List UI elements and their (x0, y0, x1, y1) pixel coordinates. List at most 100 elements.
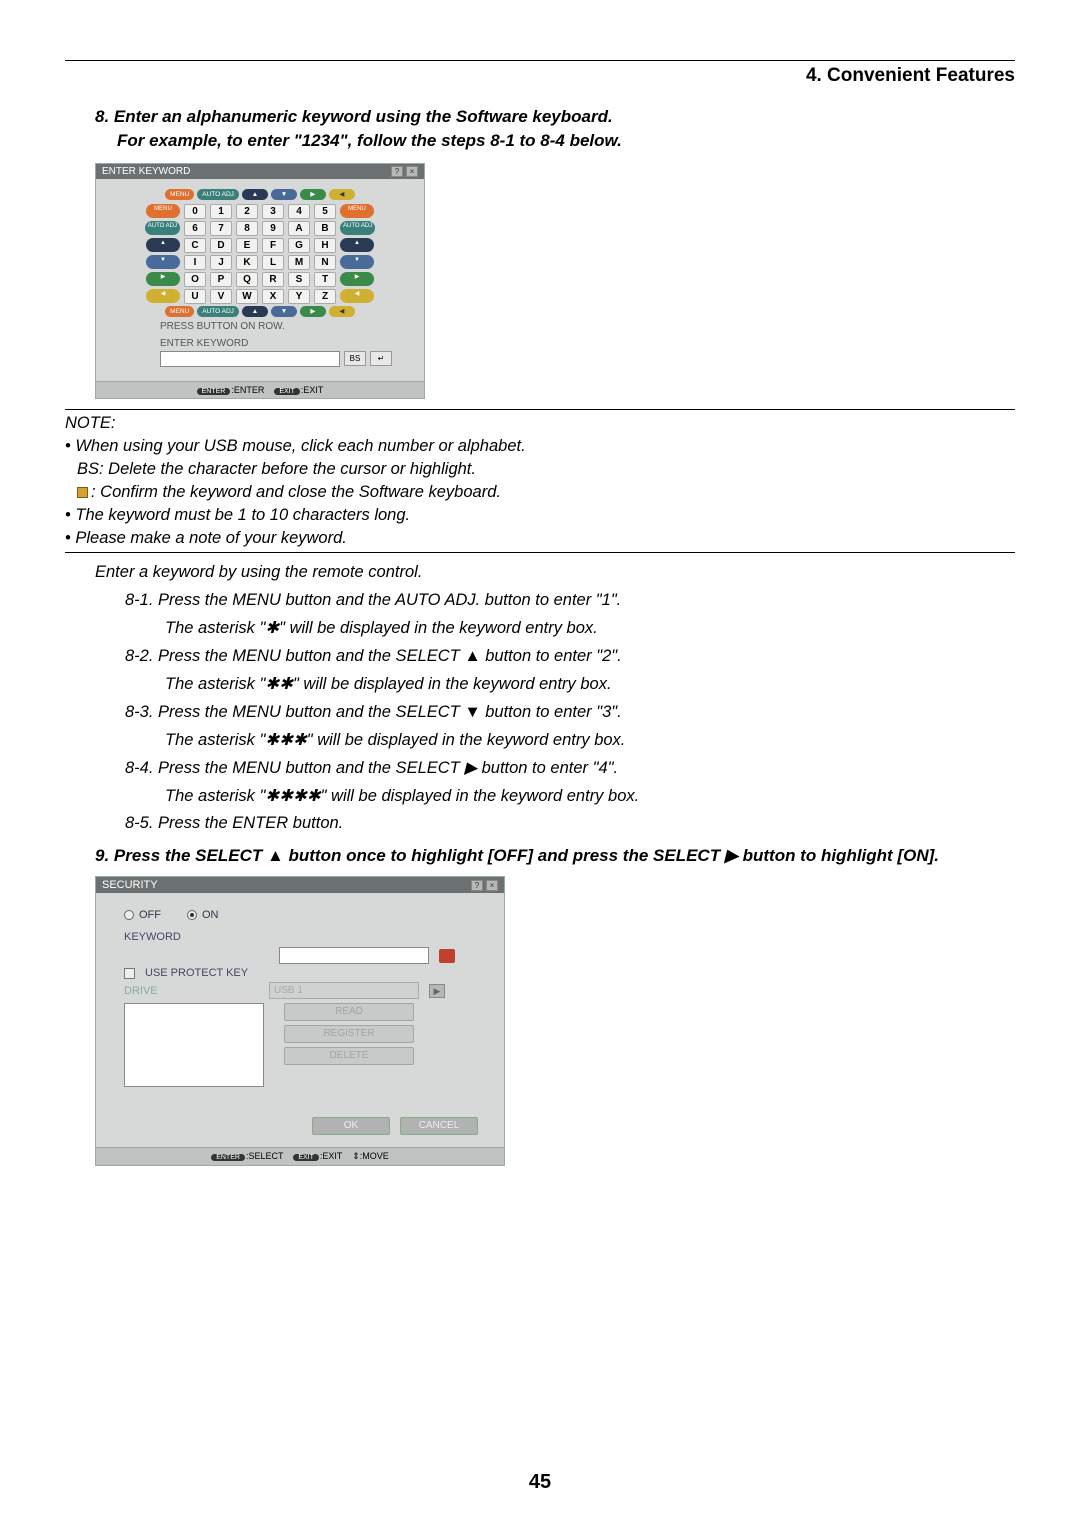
key-0[interactable]: 0 (184, 204, 206, 219)
nav-pill-▶[interactable]: ▶ (300, 189, 326, 200)
ok-row: OK CANCEL (114, 1117, 478, 1135)
key-3[interactable]: 3 (262, 204, 284, 219)
enter-button[interactable]: ↵ (370, 351, 392, 366)
read-button[interactable]: READ (284, 1003, 414, 1021)
drive-next-icon[interactable]: ▶ (429, 984, 445, 998)
key-F[interactable]: F (262, 238, 284, 253)
key-7[interactable]: 7 (210, 221, 232, 236)
keyword-field[interactable] (279, 947, 429, 964)
row-pill-right[interactable]: ▶ (340, 272, 374, 286)
nav-pill-◀[interactable]: ◀ (329, 189, 355, 200)
key-N[interactable]: N (314, 255, 336, 270)
row-pill-right[interactable]: ◀ (340, 289, 374, 303)
key-J[interactable]: J (210, 255, 232, 270)
help-icon[interactable]: ? (391, 166, 403, 177)
drive-field[interactable]: USB 1 (269, 982, 419, 999)
key-Z[interactable]: Z (314, 289, 336, 304)
key-I[interactable]: I (184, 255, 206, 270)
key-Q[interactable]: Q (236, 272, 258, 287)
row-pill-right[interactable]: ▼ (340, 255, 374, 269)
kbd-nav-bottom: MENUAUTO ADJ▲▼▶◀ (104, 306, 416, 317)
note-b1b: : Confirm the keyword and close the Soft… (65, 481, 1015, 504)
delete-button[interactable]: DELETE (284, 1047, 414, 1065)
nav-pill-auto adj[interactable]: AUTO ADJ (197, 189, 239, 200)
row-pill-left[interactable]: ▲ (146, 238, 180, 252)
nav-pill-▼[interactable]: ▼ (271, 306, 297, 317)
foot-move: :MOVE (360, 1151, 389, 1161)
key-V[interactable]: V (210, 289, 232, 304)
close-icon[interactable]: × (486, 880, 498, 891)
nav-pill-menu[interactable]: MENU (165, 189, 194, 200)
key-A[interactable]: A (288, 221, 310, 236)
nav-pill-menu[interactable]: MENU (165, 306, 194, 317)
row-pill-left[interactable]: AUTO ADJ (145, 221, 180, 235)
key-S[interactable]: S (288, 272, 310, 287)
sec-title-text: SECURITY (102, 879, 158, 891)
key-O[interactable]: O (184, 272, 206, 287)
radio-off[interactable]: OFF (124, 909, 161, 921)
press-row-label: PRESS BUTTON ON ROW. (160, 321, 416, 332)
confirm-icon (77, 487, 88, 498)
protect-checkbox[interactable] (124, 968, 135, 979)
row-pill-right[interactable]: MENU (340, 204, 374, 218)
s81b: The asterisk "✱" will be displayed in th… (65, 617, 1015, 641)
ok-button[interactable]: OK (312, 1117, 390, 1135)
key-C[interactable]: C (184, 238, 206, 253)
key-6[interactable]: 6 (184, 221, 206, 236)
nav-pill-▼[interactable]: ▼ (271, 189, 297, 200)
key-5[interactable]: 5 (314, 204, 336, 219)
software-keyboard-dialog: ENTER KEYWORD ? × MENUAUTO ADJ▲▼▶◀ MENU0… (95, 163, 425, 399)
key-listbox[interactable] (124, 1003, 264, 1087)
row-pill-left[interactable]: ▼ (146, 255, 180, 269)
radio-on[interactable]: ON (187, 909, 219, 921)
backspace-button[interactable]: BS (344, 351, 366, 366)
key-W[interactable]: W (236, 289, 258, 304)
key-1[interactable]: 1 (210, 204, 232, 219)
register-button[interactable]: REGISTER (284, 1025, 414, 1043)
key-G[interactable]: G (288, 238, 310, 253)
key-R[interactable]: R (262, 272, 284, 287)
close-icon[interactable]: × (406, 166, 418, 177)
foot-exit2: :EXIT (320, 1151, 342, 1161)
key-B[interactable]: B (314, 221, 336, 236)
row-pill-right[interactable]: ▲ (340, 238, 374, 252)
key-9[interactable]: 9 (262, 221, 284, 236)
after-note: Enter a keyword by using the remote cont… (65, 561, 1015, 585)
key-P[interactable]: P (210, 272, 232, 287)
nav-pill-▶[interactable]: ▶ (300, 306, 326, 317)
key-M[interactable]: M (288, 255, 310, 270)
list-area: READ REGISTER DELETE (114, 1003, 486, 1087)
key-U[interactable]: U (184, 289, 206, 304)
cancel-button[interactable]: CANCEL (400, 1117, 478, 1135)
key-X[interactable]: X (262, 289, 284, 304)
step-8-heading: 8. Enter an alphanumeric keyword using t… (65, 105, 1015, 153)
key-D[interactable]: D (210, 238, 232, 253)
key-2[interactable]: 2 (236, 204, 258, 219)
row-pill-left[interactable]: MENU (146, 204, 180, 218)
note-b1: • When using your USB mouse, click each … (65, 435, 1015, 458)
step-8-line2: For example, to enter "1234", follow the… (95, 129, 1015, 153)
row-pill-left[interactable]: ▶ (146, 272, 180, 286)
protect-row: USE PROTECT KEY (124, 967, 486, 979)
key-4[interactable]: 4 (288, 204, 310, 219)
row-pill-right[interactable]: AUTO ADJ (340, 221, 375, 235)
nav-pill-auto adj[interactable]: AUTO ADJ (197, 306, 239, 317)
radio-on-label: ON (202, 909, 219, 921)
enter-icon[interactable] (439, 949, 455, 963)
key-H[interactable]: H (314, 238, 336, 253)
key-K[interactable]: K (236, 255, 258, 270)
page-number: 45 (0, 1471, 1080, 1494)
key-T[interactable]: T (314, 272, 336, 287)
keyword-input[interactable] (160, 351, 340, 367)
key-Y[interactable]: Y (288, 289, 310, 304)
nav-pill-▲[interactable]: ▲ (242, 306, 268, 317)
nav-pill-▲[interactable]: ▲ (242, 189, 268, 200)
row-pill-left[interactable]: ◀ (146, 289, 180, 303)
key-8[interactable]: 8 (236, 221, 258, 236)
nav-pill-◀[interactable]: ◀ (329, 306, 355, 317)
rule-top (65, 60, 1015, 61)
sec-body: OFF ON KEYWORD USE PROTECT KEY DRIVE USB… (96, 893, 504, 1147)
help-icon[interactable]: ? (471, 880, 483, 891)
key-L[interactable]: L (262, 255, 284, 270)
key-E[interactable]: E (236, 238, 258, 253)
